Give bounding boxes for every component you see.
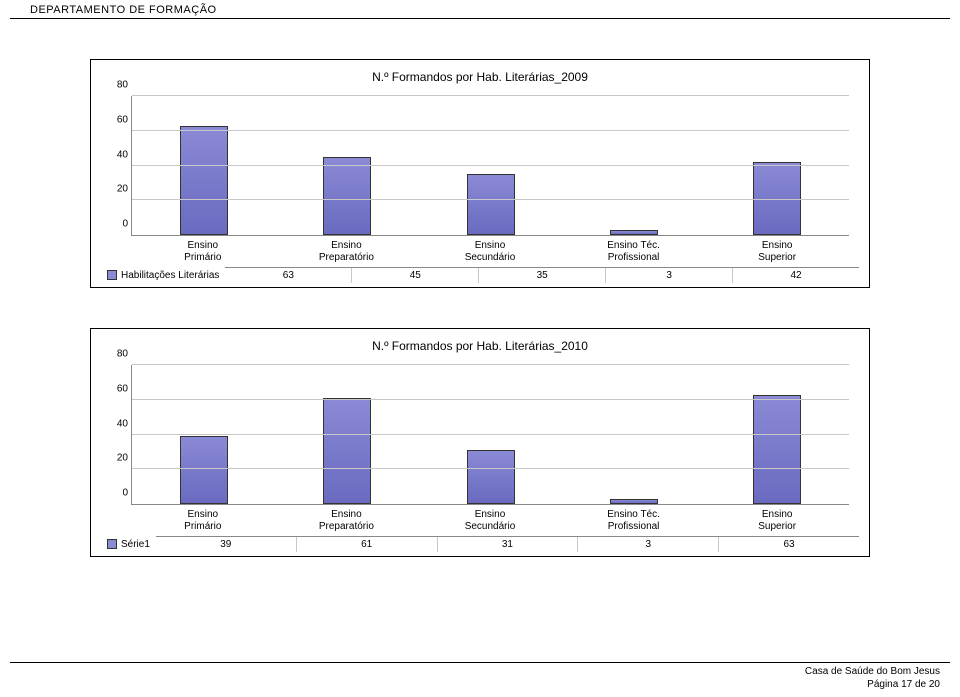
y-tick-label: 40 xyxy=(108,149,128,160)
value-cell: 61 xyxy=(297,537,438,552)
legend-label: Série1 xyxy=(101,536,156,552)
legend-row: Habilitações Literárias 634535342 xyxy=(101,267,859,283)
value-cell: 63 xyxy=(719,537,859,552)
bar xyxy=(753,395,801,504)
category-label: EnsinoSuperior xyxy=(705,505,849,532)
series-label: Habilitações Literárias xyxy=(121,270,219,281)
bar xyxy=(610,499,658,504)
category-row: EnsinoPrimárioEnsinoPreparatórioEnsinoSe… xyxy=(131,236,849,263)
chart-2009: N.º Formandos por Hab. Literárias_2009 0… xyxy=(90,59,870,288)
bar xyxy=(323,157,371,235)
category-row: EnsinoPrimárioEnsinoPreparatórioEnsinoSe… xyxy=(131,505,849,532)
bar-slot xyxy=(132,365,275,504)
bar xyxy=(323,398,371,504)
category-label: EnsinoSecundário xyxy=(418,505,562,532)
gridline xyxy=(132,364,849,365)
series-label: Série1 xyxy=(121,539,150,550)
category-label: Ensino Téc.Profissional xyxy=(562,236,706,263)
bar-slot xyxy=(419,365,562,504)
category-label: EnsinoSecundário xyxy=(418,236,562,263)
page-header: DEPARTAMENTO DE FORMAÇÃO xyxy=(10,0,950,19)
y-tick-label: 80 xyxy=(108,349,128,360)
gridline xyxy=(132,130,849,131)
bar-slot xyxy=(706,365,849,504)
value-cell: 3 xyxy=(606,268,733,283)
bar-slot xyxy=(419,96,562,235)
bar-slot xyxy=(562,96,705,235)
value-cell: 3 xyxy=(578,537,719,552)
plot-area: 020406080 xyxy=(131,96,849,236)
chart-title: N.º Formandos por Hab. Literárias_2010 xyxy=(101,339,859,353)
bar xyxy=(467,450,515,504)
category-label: EnsinoPreparatório xyxy=(275,505,419,532)
y-tick-label: 40 xyxy=(108,418,128,429)
chart-2010: N.º Formandos por Hab. Literárias_2010 0… xyxy=(90,328,870,557)
footer-org: Casa de Saúde do Bom Jesus xyxy=(805,665,940,678)
value-cell: 39 xyxy=(156,537,297,552)
gridline xyxy=(132,199,849,200)
chart-title: N.º Formandos por Hab. Literárias_2009 xyxy=(101,70,859,84)
y-tick-label: 20 xyxy=(108,453,128,464)
bar xyxy=(180,126,228,235)
value-cell: 42 xyxy=(733,268,859,283)
gridline xyxy=(132,399,849,400)
legend-row: Série1 396131363 xyxy=(101,536,859,552)
category-label: EnsinoPrimário xyxy=(131,505,275,532)
page-footer: Casa de Saúde do Bom Jesus Página 17 de … xyxy=(805,665,940,691)
gridline xyxy=(132,165,849,166)
plot-area: 020406080 xyxy=(131,365,849,505)
gridline xyxy=(132,95,849,96)
legend-values: 634535342 xyxy=(225,267,859,283)
gridline xyxy=(132,434,849,435)
legend-values: 396131363 xyxy=(156,536,859,552)
bar xyxy=(180,436,228,504)
value-cell: 45 xyxy=(352,268,479,283)
bar-slot xyxy=(275,365,418,504)
bar xyxy=(467,174,515,235)
bar-slot xyxy=(562,365,705,504)
legend-swatch-icon xyxy=(107,539,117,549)
y-tick-label: 60 xyxy=(108,114,128,125)
bar-slot xyxy=(132,96,275,235)
category-label: EnsinoSuperior xyxy=(705,236,849,263)
y-tick-label: 60 xyxy=(108,383,128,394)
y-tick-label: 0 xyxy=(108,488,128,499)
category-label: Ensino Téc.Profissional xyxy=(562,505,706,532)
value-cell: 35 xyxy=(479,268,606,283)
bar-slot xyxy=(706,96,849,235)
value-cell: 63 xyxy=(225,268,352,283)
bar-slot xyxy=(275,96,418,235)
legend-swatch-icon xyxy=(107,270,117,280)
y-tick-label: 80 xyxy=(108,80,128,91)
bar xyxy=(610,230,658,235)
footer-page: Página 17 de 20 xyxy=(805,678,940,691)
gridline xyxy=(132,468,849,469)
y-tick-label: 0 xyxy=(108,219,128,230)
header-text: DEPARTAMENTO DE FORMAÇÃO xyxy=(30,4,217,16)
legend-label: Habilitações Literárias xyxy=(101,267,225,283)
category-label: EnsinoPreparatório xyxy=(275,236,419,263)
value-cell: 31 xyxy=(438,537,579,552)
category-label: EnsinoPrimário xyxy=(131,236,275,263)
y-tick-label: 20 xyxy=(108,184,128,195)
footer-rule xyxy=(10,662,950,663)
